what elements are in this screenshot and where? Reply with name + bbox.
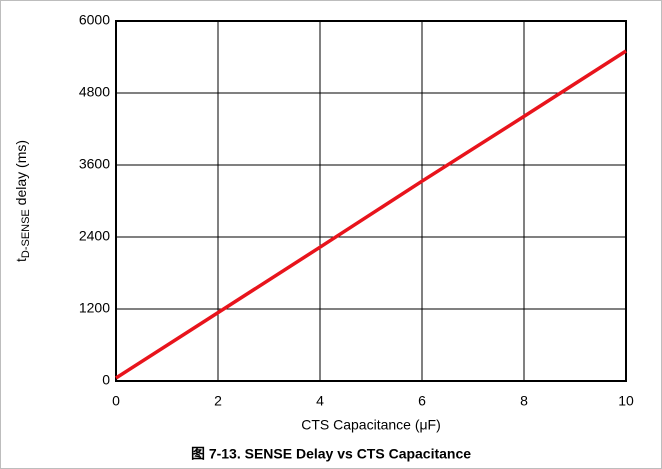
x-tick-label: 2 — [214, 393, 222, 409]
x-tick-label: 8 — [520, 393, 528, 409]
data-line — [115, 49, 627, 380]
y-label-rest: delay (ms) — [13, 140, 29, 209]
y-tick-label: 4800 — [79, 84, 110, 100]
y-label-main: t — [13, 258, 29, 262]
y-label-sub: D-SENSE — [20, 209, 32, 258]
y-axis-label: tD-SENSE delay (ms) — [13, 140, 32, 262]
x-tick-label: 6 — [418, 393, 426, 409]
plot — [115, 20, 627, 382]
y-tick-label: 6000 — [79, 12, 110, 28]
y-tick-label: 3600 — [79, 156, 110, 172]
x-tick-label: 0 — [112, 393, 120, 409]
plot-border — [115, 20, 627, 382]
y-tick-label: 0 — [102, 372, 110, 388]
x-axis-label: CTS Capacitance (μF) — [301, 417, 441, 433]
y-tick-label: 1200 — [79, 300, 110, 316]
x-tick-label: 10 — [618, 393, 634, 409]
caption: 图 7-13. SENSE Delay vs CTS Capacitance — [191, 446, 471, 462]
x-tick-label: 4 — [316, 393, 324, 409]
y-tick-label: 2400 — [79, 228, 110, 244]
